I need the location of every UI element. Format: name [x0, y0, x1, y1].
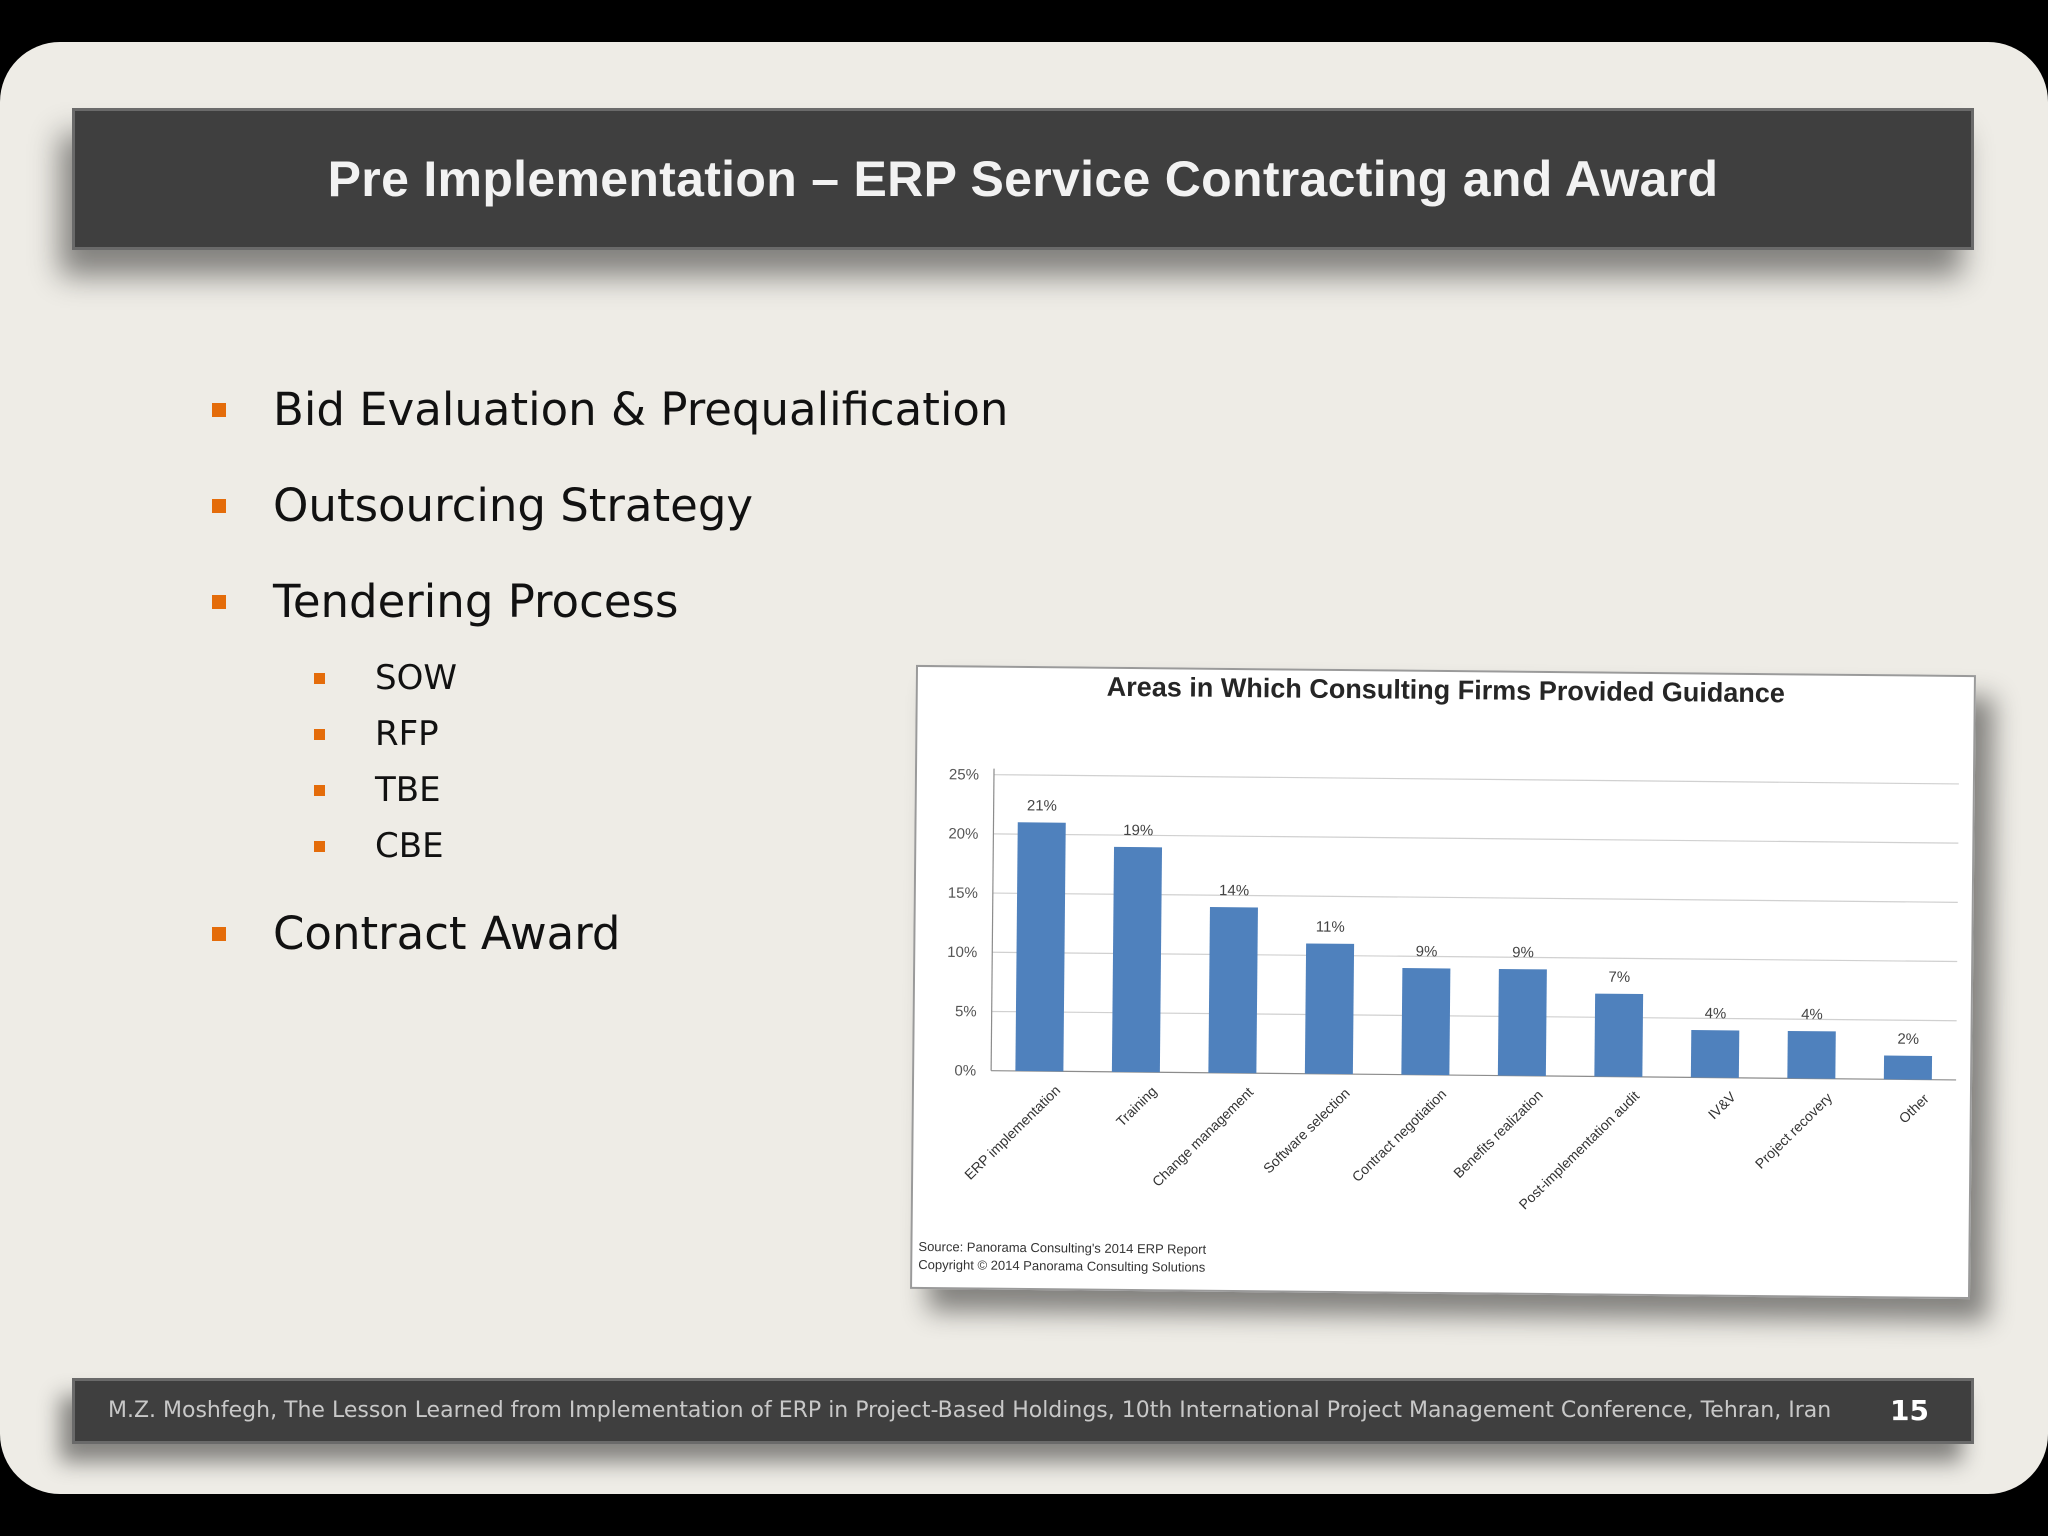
x-tick-label: Other — [1896, 1090, 1932, 1126]
y-tick-label: 20% — [948, 825, 978, 842]
chart-image: Areas in Which Consulting Firms Provided… — [910, 664, 1976, 1300]
bar-chart: Areas in Which Consulting Firms Provided… — [918, 672, 1959, 1275]
data-label: 7% — [1608, 969, 1630, 986]
data-label: 2% — [1897, 1031, 1919, 1048]
bullet-text: Tendering Process — [273, 575, 679, 628]
square-bullet-icon — [212, 927, 226, 941]
bar — [1208, 906, 1258, 1074]
bar — [1401, 968, 1451, 1076]
y-tick-label: 25% — [949, 766, 979, 783]
page-number: 15 — [1890, 1394, 1929, 1427]
x-tick-label: Project recovery — [1752, 1089, 1835, 1171]
bullet-item: Tendering Process — [210, 554, 1008, 650]
chart-title: Areas in Which Consulting Firms Provided… — [1107, 672, 1785, 709]
square-bullet-icon — [314, 841, 325, 852]
y-axis — [990, 768, 995, 1071]
chart-source-note: Source: Panorama Consulting's 2014 ERP R… — [918, 1239, 1206, 1257]
square-bullet-icon — [212, 499, 226, 513]
gridline — [993, 774, 1959, 785]
title-bar: Pre Implementation – ERP Service Contrac… — [72, 108, 1974, 250]
x-tick-label: IV&V — [1705, 1088, 1739, 1122]
bullet-list: Bid Evaluation & Prequalification Outsour… — [210, 362, 1008, 982]
chart-source-note: Copyright © 2014 Panorama Consulting Sol… — [918, 1257, 1206, 1275]
x-tick-label: Training — [1113, 1083, 1160, 1129]
bullet-text: RFP — [375, 714, 439, 754]
data-label: 11% — [1316, 919, 1345, 936]
bar — [1015, 822, 1066, 1072]
y-tick-label: 15% — [948, 885, 978, 902]
data-label: 4% — [1705, 1005, 1727, 1022]
bullet-gap — [210, 874, 1008, 886]
bullet-text: SOW — [375, 658, 457, 698]
footer-bar: M.Z. Moshfegh, The Lesson Learned from I… — [72, 1378, 1974, 1444]
sub-bullet-item: RFP — [210, 706, 1008, 762]
x-tick-label: Software selection — [1260, 1085, 1353, 1177]
bullet-text: CBE — [375, 826, 444, 866]
bullet-text: Bid Evaluation & Prequalification — [273, 383, 1009, 436]
x-tick-label: Change management — [1149, 1084, 1256, 1190]
bar — [1787, 1030, 1836, 1079]
bar — [1594, 993, 1644, 1077]
bar — [1497, 968, 1547, 1076]
bullet-item: Bid Evaluation & Prequalification — [210, 362, 1008, 458]
bullet-item: Outsourcing Strategy — [210, 458, 1008, 554]
data-label: 9% — [1416, 943, 1438, 960]
sub-bullet-item: SOW — [210, 650, 1008, 706]
x-tick-label: Benefits realization — [1450, 1087, 1546, 1181]
data-label: 4% — [1801, 1006, 1823, 1023]
bar — [1883, 1055, 1933, 1080]
data-label: 9% — [1512, 944, 1534, 961]
square-bullet-icon — [212, 403, 226, 417]
square-bullet-icon — [314, 729, 325, 740]
y-tick-label: 5% — [955, 1003, 977, 1020]
bar — [1690, 1030, 1740, 1078]
bullet-text: TBE — [375, 770, 441, 810]
square-bullet-icon — [314, 673, 325, 684]
gridline — [993, 833, 1959, 844]
square-bullet-icon — [314, 785, 325, 796]
data-label: 21% — [1027, 797, 1057, 814]
sub-bullet-item: TBE — [210, 762, 1008, 818]
bar — [1111, 846, 1163, 1073]
bullet-text: Contract Award — [273, 907, 621, 960]
bullet-text: Outsourcing Strategy — [273, 479, 754, 532]
y-tick-label: 0% — [954, 1062, 976, 1079]
y-tick-label: 10% — [947, 944, 977, 961]
footer-text: M.Z. Moshfegh, The Lesson Learned from I… — [108, 1398, 1832, 1423]
slide-title: Pre Implementation – ERP Service Contrac… — [327, 151, 1719, 207]
bullet-item: Contract Award — [210, 886, 1008, 982]
square-bullet-icon — [212, 595, 226, 609]
sub-bullet-item: CBE — [210, 818, 1008, 874]
slide: Pre Implementation – ERP Service Contrac… — [0, 42, 2048, 1494]
x-tick-label: Contract negotiation — [1349, 1086, 1450, 1185]
data-label: 14% — [1219, 882, 1249, 899]
bar — [1304, 943, 1355, 1075]
data-label: 19% — [1123, 822, 1153, 839]
x-tick-label: ERP implementation — [961, 1082, 1063, 1183]
